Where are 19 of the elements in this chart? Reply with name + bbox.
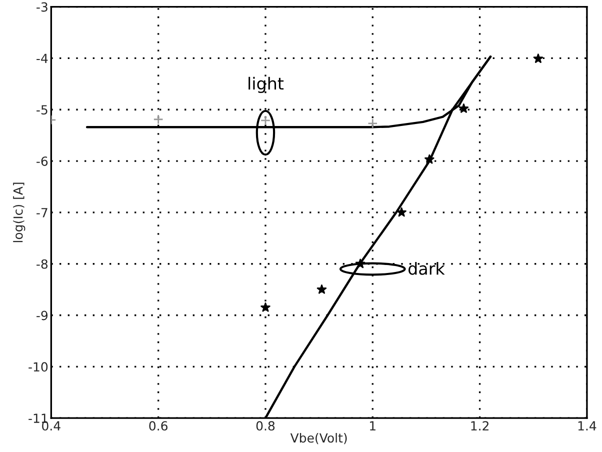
x-tick-label: 0.4 — [42, 421, 60, 431]
y-tick-label: -3 — [36, 2, 48, 12]
y-tick-label: -5 — [36, 105, 48, 115]
x-tick-label: 1 — [370, 421, 376, 430]
y-axis-title: log(Ic) [A] — [13, 182, 26, 242]
y-tick-label: -10 — [28, 362, 48, 372]
y-tick-label: -6 — [36, 156, 48, 166]
legend-label: dark — [408, 262, 445, 275]
x-tick-label: 1.4 — [578, 421, 596, 430]
text: light — [248, 76, 284, 93]
y-tick-label: -4 — [36, 54, 48, 63]
x-tick-label: 0.6 — [149, 421, 168, 431]
x-tick-label: 1.2 — [471, 421, 488, 430]
y-tick-label: -8 — [36, 259, 48, 269]
y-tick-label: -11 — [28, 414, 48, 423]
x-tick-label: 0.8 — [256, 421, 275, 431]
y-tick-label: -9 — [36, 310, 48, 320]
x-axis-title: Vbe(Volt) — [290, 432, 347, 444]
y-tick-label: -7 — [36, 208, 48, 218]
